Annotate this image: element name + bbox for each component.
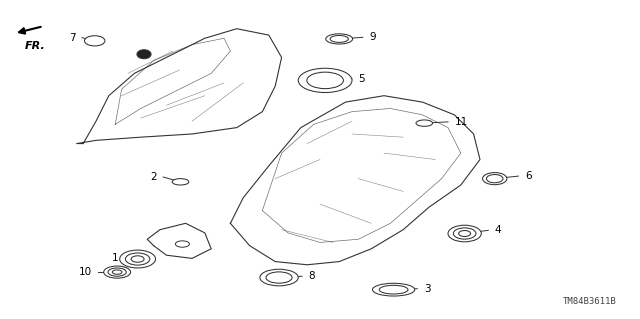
Text: 8: 8 bbox=[308, 271, 315, 281]
Ellipse shape bbox=[120, 250, 156, 268]
Text: 4: 4 bbox=[495, 225, 501, 235]
Ellipse shape bbox=[131, 256, 144, 262]
Ellipse shape bbox=[260, 269, 298, 286]
Ellipse shape bbox=[330, 35, 348, 42]
Ellipse shape bbox=[137, 50, 151, 59]
Ellipse shape bbox=[298, 68, 352, 93]
Text: 3: 3 bbox=[424, 284, 430, 294]
Ellipse shape bbox=[307, 72, 344, 89]
Ellipse shape bbox=[380, 285, 408, 294]
Ellipse shape bbox=[372, 283, 415, 296]
Text: 6: 6 bbox=[525, 171, 531, 181]
Ellipse shape bbox=[108, 268, 126, 276]
Ellipse shape bbox=[448, 225, 481, 242]
Ellipse shape bbox=[483, 173, 507, 185]
Ellipse shape bbox=[112, 270, 122, 274]
Ellipse shape bbox=[459, 231, 470, 236]
Text: 1: 1 bbox=[112, 253, 118, 263]
Ellipse shape bbox=[266, 272, 292, 283]
Ellipse shape bbox=[326, 34, 353, 44]
Ellipse shape bbox=[486, 174, 503, 183]
Text: 11: 11 bbox=[454, 117, 468, 127]
Ellipse shape bbox=[453, 228, 476, 239]
Ellipse shape bbox=[104, 266, 131, 278]
Text: 5: 5 bbox=[358, 74, 365, 84]
Text: 10: 10 bbox=[78, 267, 92, 277]
Ellipse shape bbox=[175, 241, 189, 247]
Ellipse shape bbox=[172, 179, 189, 185]
Text: FR.: FR. bbox=[25, 41, 45, 51]
Ellipse shape bbox=[125, 253, 150, 265]
Ellipse shape bbox=[84, 36, 105, 46]
Text: 9: 9 bbox=[369, 32, 376, 42]
Ellipse shape bbox=[416, 120, 433, 126]
Text: 7: 7 bbox=[69, 33, 76, 43]
Text: 2: 2 bbox=[150, 172, 157, 182]
Text: TM84B3611B: TM84B3611B bbox=[563, 297, 617, 306]
